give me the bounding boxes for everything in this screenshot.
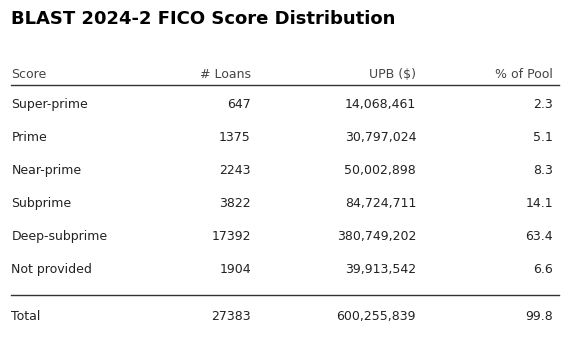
Text: 30,797,024: 30,797,024 [345, 131, 416, 144]
Text: 6.6: 6.6 [533, 263, 553, 276]
Text: UPB ($): UPB ($) [369, 68, 416, 81]
Text: 2.3: 2.3 [533, 98, 553, 111]
Text: Total: Total [11, 310, 41, 323]
Text: # Loans: # Loans [200, 68, 251, 81]
Text: 99.8: 99.8 [525, 310, 553, 323]
Text: Not provided: Not provided [11, 263, 92, 276]
Text: 1375: 1375 [219, 131, 251, 144]
Text: Near-prime: Near-prime [11, 164, 82, 177]
Text: 2243: 2243 [219, 164, 251, 177]
Text: 3822: 3822 [219, 197, 251, 210]
Text: Score: Score [11, 68, 47, 81]
Text: Super-prime: Super-prime [11, 98, 88, 111]
Text: 5.1: 5.1 [533, 131, 553, 144]
Text: 647: 647 [227, 98, 251, 111]
Text: Deep-subprime: Deep-subprime [11, 230, 108, 243]
Text: 27383: 27383 [211, 310, 251, 323]
Text: Subprime: Subprime [11, 197, 71, 210]
Text: 84,724,711: 84,724,711 [345, 197, 416, 210]
Text: 63.4: 63.4 [526, 230, 553, 243]
Text: 14,068,461: 14,068,461 [345, 98, 416, 111]
Text: Prime: Prime [11, 131, 47, 144]
Text: BLAST 2024-2 FICO Score Distribution: BLAST 2024-2 FICO Score Distribution [11, 10, 396, 28]
Text: 600,255,839: 600,255,839 [337, 310, 416, 323]
Text: 8.3: 8.3 [533, 164, 553, 177]
Text: 17392: 17392 [211, 230, 251, 243]
Text: 1904: 1904 [219, 263, 251, 276]
Text: 39,913,542: 39,913,542 [345, 263, 416, 276]
Text: 380,749,202: 380,749,202 [337, 230, 416, 243]
Text: 14.1: 14.1 [526, 197, 553, 210]
Text: % of Pool: % of Pool [495, 68, 553, 81]
Text: 50,002,898: 50,002,898 [344, 164, 416, 177]
